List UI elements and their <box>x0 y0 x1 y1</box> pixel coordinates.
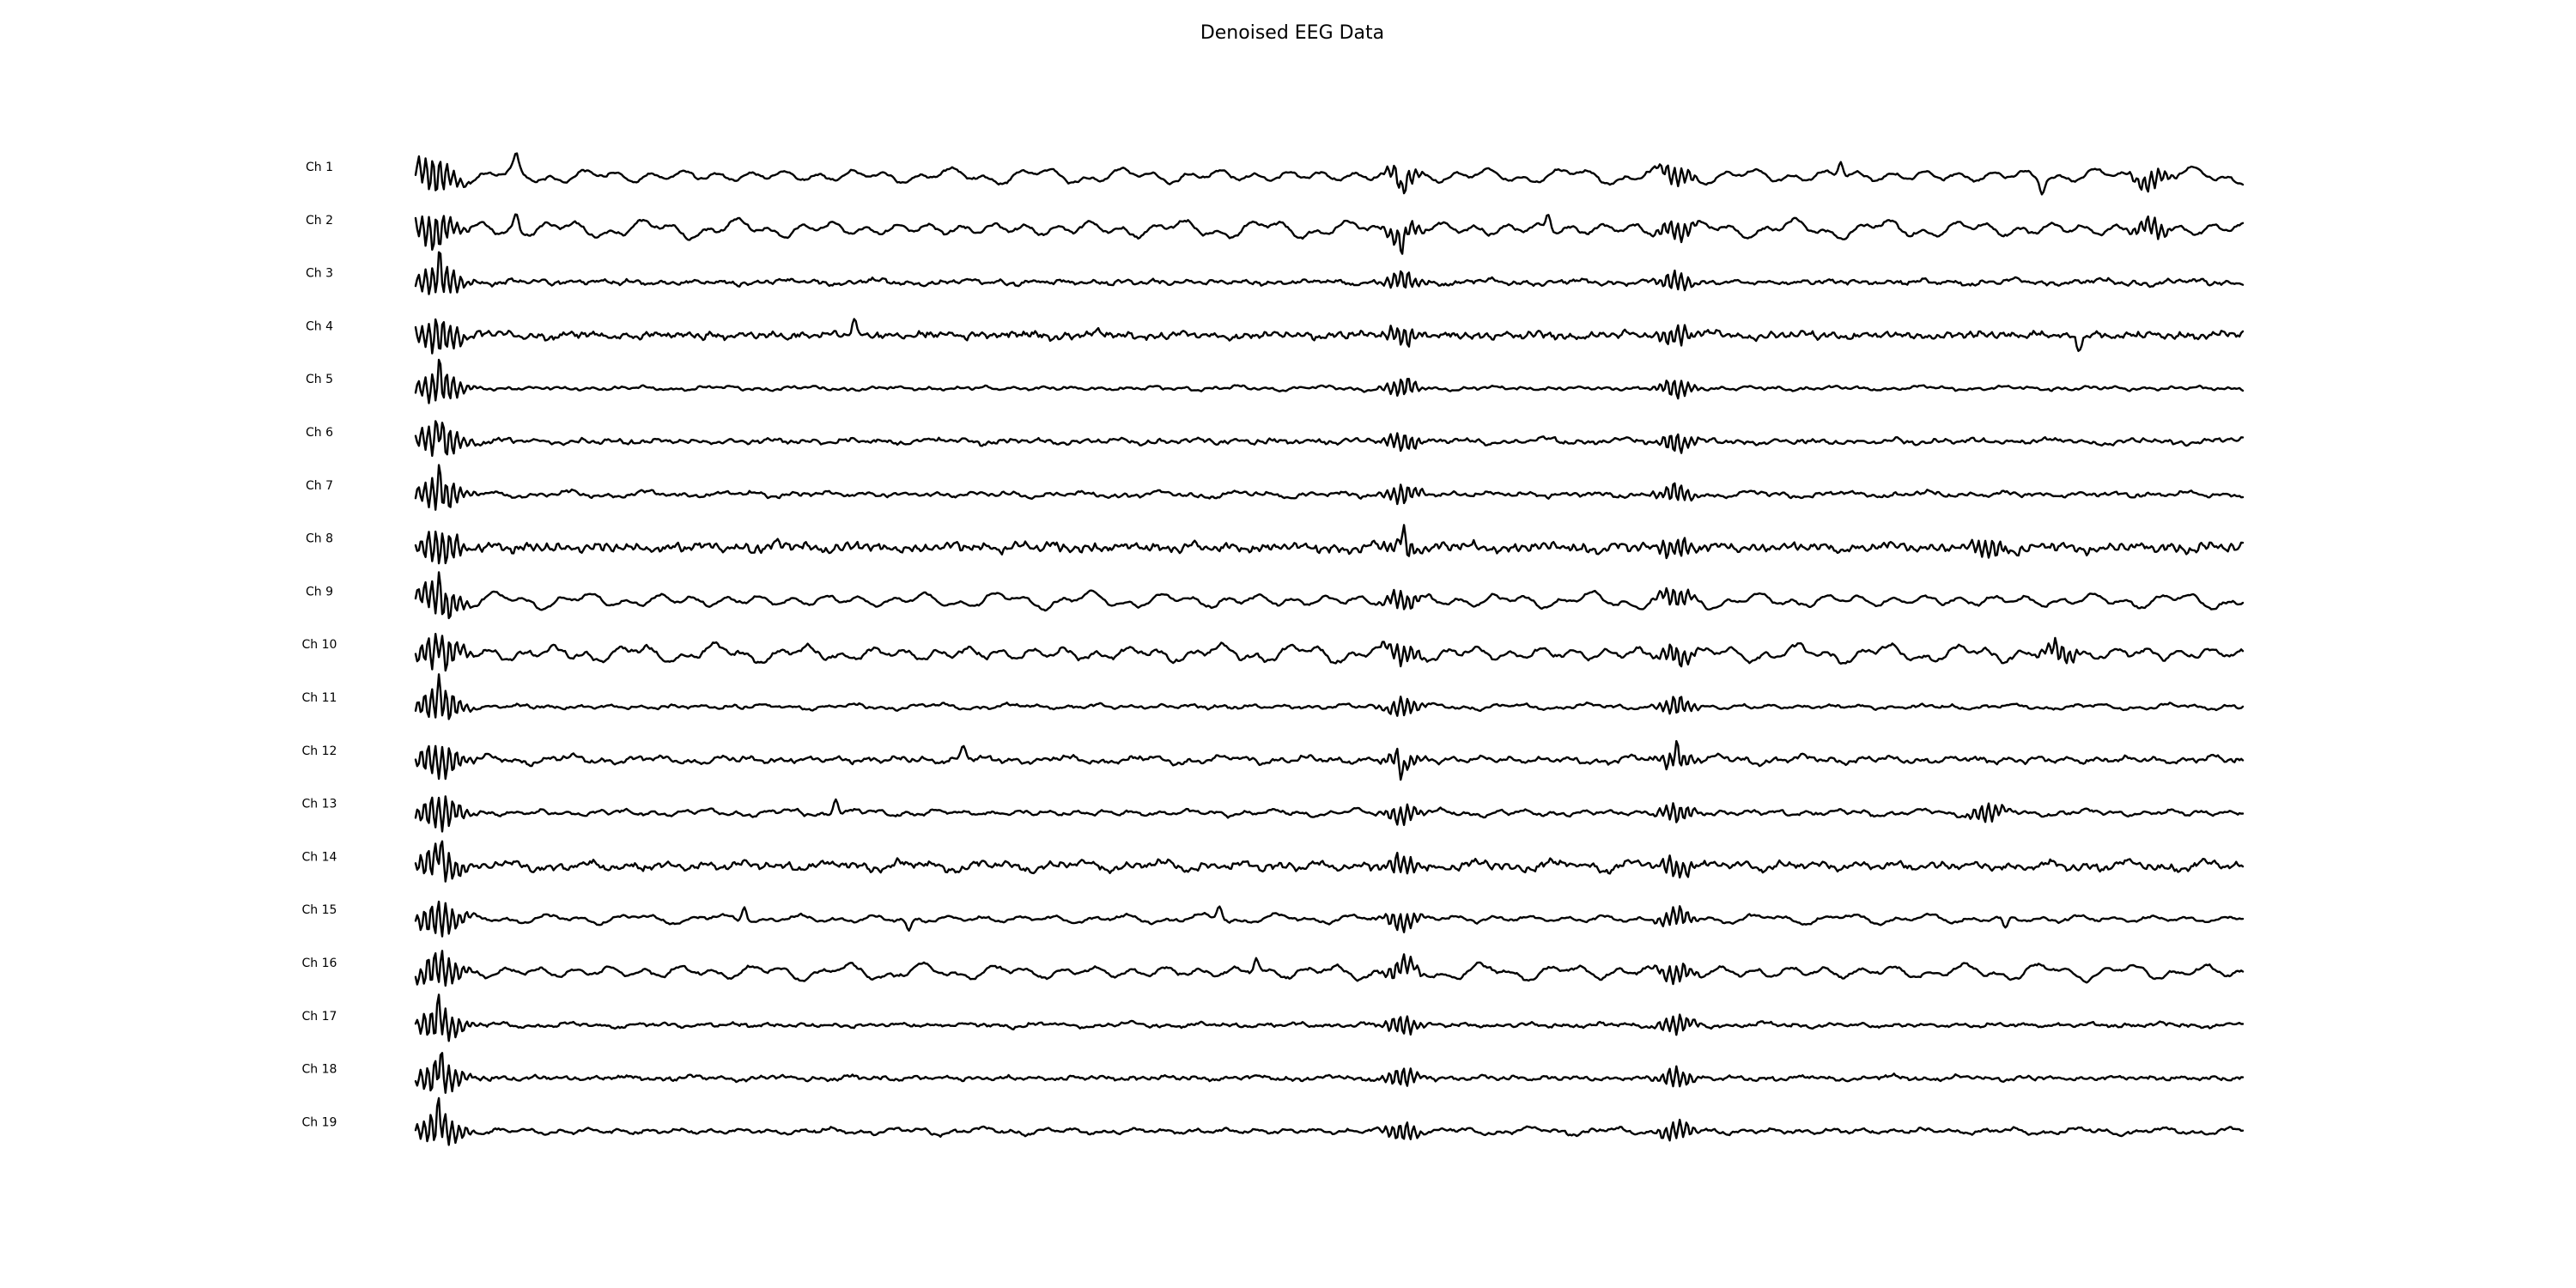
eeg-trace <box>414 673 2245 720</box>
channel-traces: Ch 1 Ch 2 Ch 3 Ch 4 Ch 5 Ch 6 Ch 7 Ch 8 Ch 9 Ch 1… <box>302 152 2245 1146</box>
eeg-trace <box>414 251 2245 295</box>
channel-label: Ch 16 <box>302 957 337 970</box>
channel-label: Ch 7 <box>306 479 333 493</box>
eeg-trace <box>414 840 2245 883</box>
eeg-trace <box>414 420 2245 458</box>
channel-label: Ch 3 <box>306 267 333 281</box>
channel-label: Ch 19 <box>302 1115 337 1129</box>
eeg-trace <box>414 524 2245 565</box>
eeg-trace <box>414 213 2245 255</box>
eeg-trace <box>414 358 2245 404</box>
channel-label: Ch 1 <box>306 161 333 174</box>
channel-label: Ch 9 <box>306 585 333 598</box>
eeg-trace <box>414 739 2245 781</box>
channel-label: Ch 14 <box>302 850 337 864</box>
channel-label: Ch 12 <box>302 744 337 758</box>
eeg-trace <box>414 795 2245 833</box>
eeg-trace <box>414 1052 2245 1094</box>
eeg-trace <box>414 633 2245 672</box>
channel-label: Ch 10 <box>302 638 337 652</box>
channel-label: Ch 17 <box>302 1010 337 1024</box>
channel-label: Ch 6 <box>306 426 333 440</box>
channel-label: Ch 18 <box>302 1063 337 1077</box>
channel-label: Ch 11 <box>302 691 337 705</box>
eeg-trace <box>414 464 2245 511</box>
channel-label: Ch 2 <box>306 214 333 228</box>
channel-label: Ch 8 <box>306 532 333 546</box>
eeg-trace <box>414 1097 2245 1146</box>
eeg-trace <box>414 993 2245 1042</box>
eeg-trace <box>414 571 2245 620</box>
channel-label: Ch 4 <box>306 319 333 333</box>
channel-label: Ch 15 <box>302 903 337 917</box>
chart-title: Denoised EEG Data <box>1200 22 1384 44</box>
eeg-trace <box>414 152 2245 196</box>
eeg-trace <box>414 950 2245 987</box>
channel-label: Ch 13 <box>302 798 337 811</box>
eeg-trace <box>414 318 2245 355</box>
channel-label: Ch 5 <box>306 373 333 386</box>
eeg-trace <box>414 900 2245 938</box>
